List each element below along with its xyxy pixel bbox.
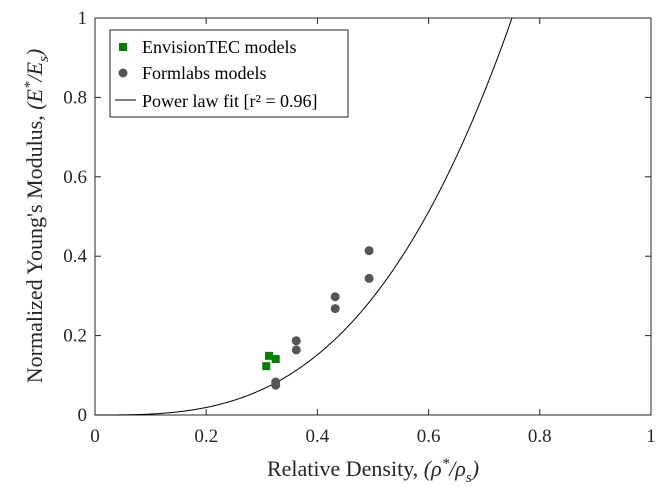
legend-label-formlabs: Formlabs models: [142, 63, 267, 83]
legend: EnvisionTEC models Formlabs models Power…: [109, 29, 349, 118]
envisiontec-point: [265, 351, 274, 360]
x-tick-label: 0.4: [306, 426, 330, 447]
legend-marker-envisiontec: [119, 43, 127, 51]
x-tick-label: 0.8: [528, 426, 552, 447]
formlabs-point: [291, 336, 301, 346]
formlabs-point: [271, 380, 281, 390]
y-tick-label: 0.2: [63, 326, 87, 347]
x-tick-label: 1: [646, 426, 656, 447]
legend-box: [109, 29, 349, 118]
formlabs-point: [364, 273, 374, 283]
power-law-fit-curve: [95, 17, 513, 416]
formlabs-point: [330, 304, 340, 314]
y-tick-label: 0.4: [63, 246, 87, 267]
legend-marker-formlabs: [118, 68, 128, 78]
x-tick-label: 0: [90, 426, 100, 447]
y-axis-label: Normalized Young's Modulus, (E*/Es): [22, 49, 52, 383]
legend-label-power-law-fit: Power law fit [r² = 0.96]: [142, 91, 318, 111]
x-axis-label: Relative Density, (ρ*/ρs): [267, 456, 479, 486]
envisiontec-point: [262, 362, 271, 371]
formlabs-point: [330, 292, 340, 302]
y-tick-label: 0.8: [63, 87, 87, 108]
ticks: 0 0.2 0.4 0.6 0.8 1 0 0.2 0.4 0.6 0.8 1: [63, 8, 656, 447]
data-markers: [262, 246, 374, 390]
y-tick-label: 0.6: [63, 167, 87, 188]
x-tick-label: 0.2: [194, 426, 218, 447]
y-tick-label: 0: [78, 405, 88, 426]
formlabs-point: [291, 345, 301, 355]
x-tick-label: 0.6: [417, 426, 441, 447]
envisiontec-point: [271, 355, 280, 364]
y-tick-label: 1: [78, 8, 88, 29]
formlabs-point: [364, 246, 374, 256]
legend-label-envisiontec: EnvisionTEC models: [142, 37, 297, 57]
